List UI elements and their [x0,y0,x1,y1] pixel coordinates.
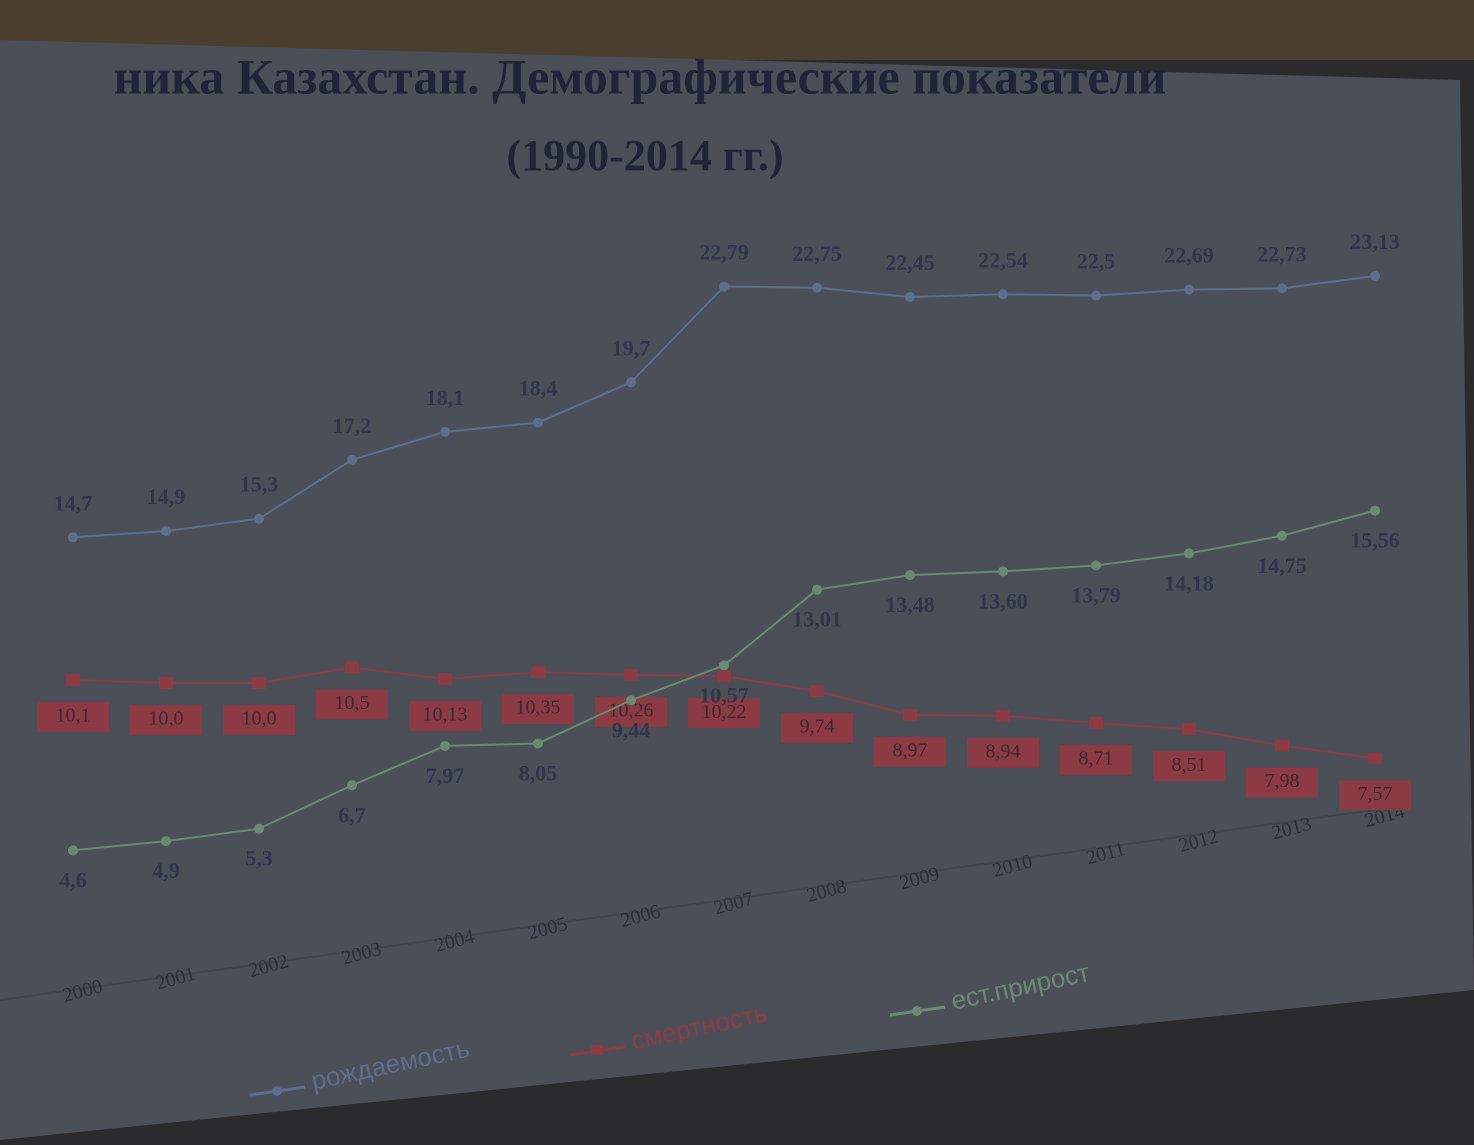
value-label: 14,9 [147,484,186,509]
value-label: 14,7 [54,490,93,515]
value-label: 7,97 [426,763,465,788]
value-label: 22,79 [699,240,749,265]
page: ника Казахстан. Демографические показате… [0,0,1474,1140]
value-label: 13,01 [792,607,842,632]
value-label: 10,13 [423,704,468,726]
marker [1277,283,1287,293]
legend-marker [591,1045,603,1055]
marker [161,526,171,536]
value-label: 17,2 [333,413,372,438]
marker [1368,752,1382,764]
value-label: 22,54 [978,247,1028,272]
marker [347,780,357,790]
value-label: 10,35 [516,697,561,719]
value-label: 10,57 [699,682,749,707]
marker [624,669,638,681]
value-label: 15,3 [240,472,279,497]
legend-marker [912,1006,922,1016]
value-label: 4,6 [59,867,87,892]
marker [719,660,729,670]
marker [533,418,543,428]
value-label: 22,45 [885,250,935,275]
value-label: 8,94 [986,740,1021,762]
marker [68,845,78,855]
marker [161,836,171,846]
marker [810,685,824,697]
marker [347,455,357,465]
value-label: 10,0 [242,708,277,730]
marker [996,710,1010,722]
marker [1370,506,1380,516]
chart-subtitle: (1990-2014 гг.) [507,131,784,180]
marker [1182,723,1196,735]
value-label: 13,79 [1071,583,1121,608]
marker [812,585,822,595]
marker [252,677,266,689]
marker [905,292,915,302]
marker [1089,717,1103,729]
marker [626,377,636,387]
value-label: 6,7 [338,802,366,827]
marker [66,674,80,686]
value-label: 8,71 [1079,748,1114,770]
marker [533,738,543,748]
marker [903,709,917,721]
marker [1277,531,1287,541]
chart-title: ника Казахстан. Демографические показате… [114,48,1167,104]
value-label: 8,97 [893,740,928,762]
value-label: 5,3 [245,846,273,871]
value-label: 14,18 [1164,570,1214,595]
value-label: 15,56 [1350,528,1400,553]
value-label: 23,13 [1350,229,1400,254]
slide [0,40,1474,1140]
marker [345,662,359,674]
marker [626,695,636,705]
legend-marker [272,1086,282,1096]
marker [1275,740,1289,752]
value-label: 7,98 [1265,770,1300,792]
value-label: 10,0 [149,708,184,730]
marker [998,566,1008,576]
value-label: 22,73 [1257,241,1307,266]
marker [998,289,1008,299]
value-label: 10,1 [56,704,91,726]
value-label: 18,4 [519,376,558,401]
value-label: 18,1 [426,385,465,410]
marker [159,677,173,689]
marker [719,282,729,292]
marker [1370,271,1380,281]
value-label: 8,05 [519,760,558,785]
marker [440,741,450,751]
marker [438,673,452,685]
marker [254,824,264,834]
value-label: 19,7 [612,335,651,360]
marker [1184,548,1194,558]
value-label: 9,74 [800,716,835,738]
value-label: 22,5 [1077,249,1116,274]
value-label: 13,60 [978,588,1028,613]
value-label: 8,51 [1172,754,1207,776]
marker [1184,285,1194,295]
marker [717,670,731,682]
marker [531,666,545,678]
marker [68,532,78,542]
value-label: 13,48 [885,592,935,617]
marker [440,427,450,437]
value-label: 14,75 [1257,553,1307,578]
value-label: 10,5 [335,692,370,714]
value-label: 22,69 [1164,243,1214,268]
value-label: 9,44 [612,717,651,742]
marker [1091,291,1101,301]
value-label: 7,57 [1358,783,1393,805]
value-label: 4,9 [152,858,180,883]
value-label: 22,75 [792,241,842,266]
marker [254,514,264,524]
marker [1091,561,1101,571]
marker [812,283,822,293]
chart: ника Казахстан. Демографические показате… [0,0,1474,1140]
marker [905,570,915,580]
